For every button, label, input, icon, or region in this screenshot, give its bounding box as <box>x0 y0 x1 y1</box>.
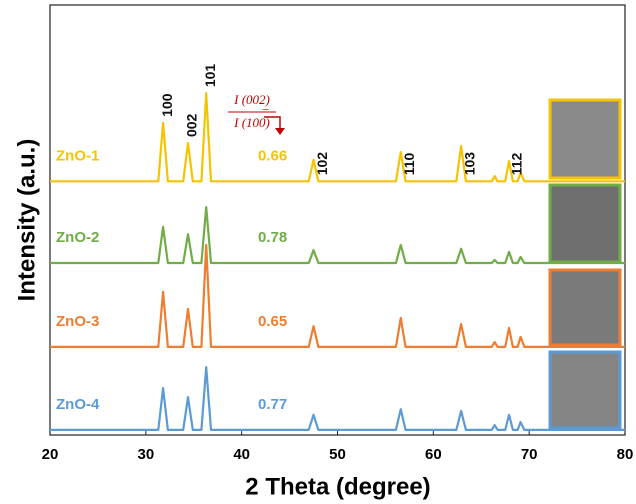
peak-label: 112 <box>509 153 525 176</box>
series-line <box>50 365 625 431</box>
inset-image <box>548 350 622 430</box>
y-axis-label: Intensity (a.u.) <box>13 139 40 302</box>
formula-sign: = <box>262 103 269 118</box>
inset-image <box>548 98 622 180</box>
inset-image <box>548 183 622 264</box>
x-tick-label: 30 <box>137 446 154 463</box>
ratio-value: 0.77 <box>258 396 287 413</box>
peak-label: 102 <box>314 152 330 176</box>
ratio-value: 0.65 <box>258 313 287 330</box>
legend-label: ZnO-4 <box>56 396 100 413</box>
sem-insets <box>548 98 622 430</box>
plot-frame <box>49 4 626 436</box>
peak-label: 110 <box>401 153 417 176</box>
legend-label: ZnO-2 <box>56 229 99 246</box>
x-tick-label: 80 <box>617 446 634 463</box>
series-line <box>50 92 625 183</box>
peak-label: 101 <box>202 64 218 88</box>
x-tick-label: 50 <box>329 446 346 463</box>
series-line <box>50 243 625 348</box>
arrow-head <box>275 128 285 135</box>
ratio-value: 0.66 <box>258 147 287 164</box>
x-tick-label: 40 <box>233 446 250 463</box>
x-axis-label: 2 Theta (degree) <box>245 473 430 500</box>
series-line <box>50 206 625 265</box>
peak-label: 002 <box>184 113 200 137</box>
ratio-value: 0.78 <box>258 229 287 246</box>
formula-denominator: I (100) <box>233 115 270 130</box>
x-tick-label: 70 <box>521 446 538 463</box>
formula-numerator: I (002) <box>233 92 270 107</box>
arrow <box>264 116 281 130</box>
ratio-formula: I (002) I (100) = <box>228 92 285 135</box>
x-tick-label: 20 <box>42 446 59 463</box>
peak-label: 103 <box>462 152 478 176</box>
inset-image <box>548 268 622 347</box>
x-tick-label: 60 <box>425 446 442 463</box>
peak-label: 100 <box>159 93 175 117</box>
legend-label: ZnO-3 <box>56 313 99 330</box>
legend-label: ZnO-1 <box>56 147 99 164</box>
